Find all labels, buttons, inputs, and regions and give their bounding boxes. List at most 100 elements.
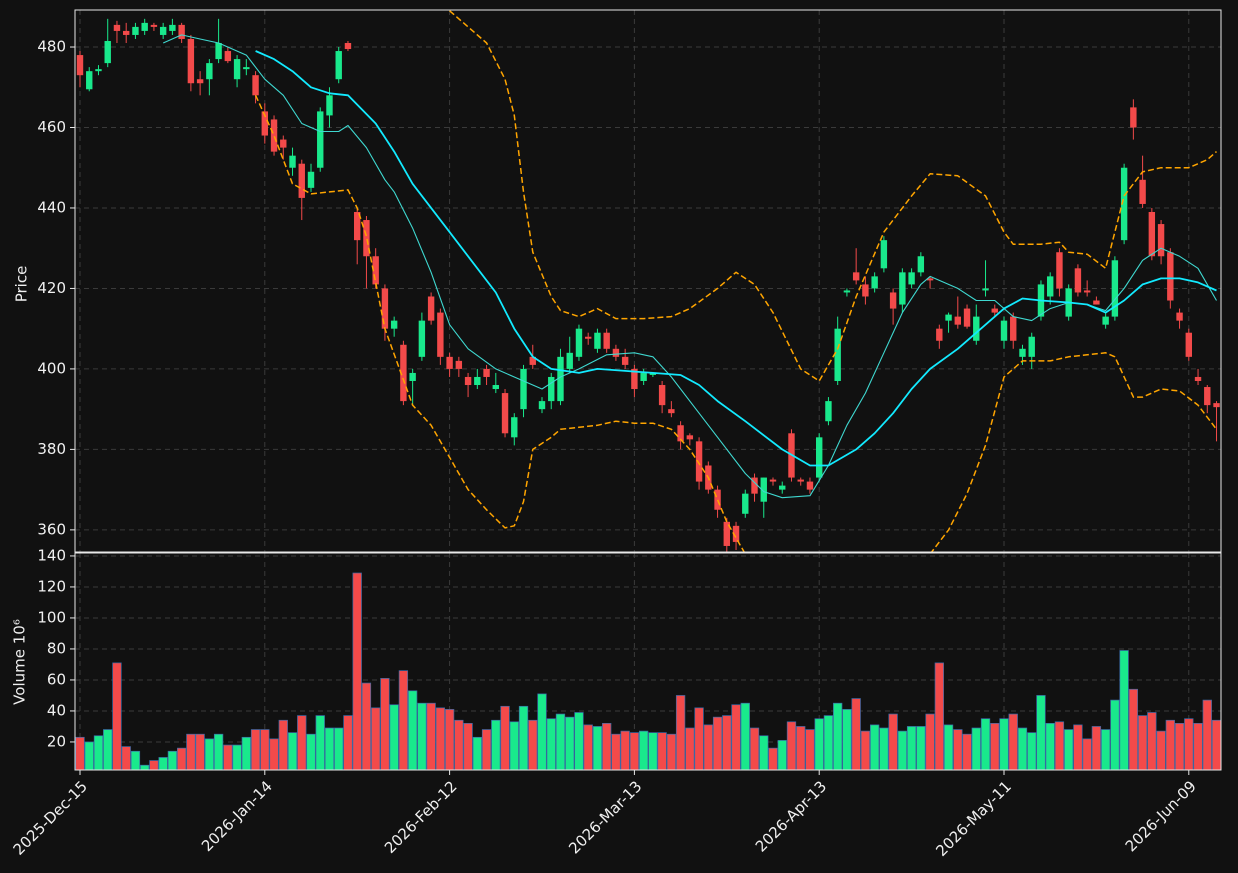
volume-bar xyxy=(860,730,871,770)
candle-body xyxy=(464,376,472,386)
candle-body xyxy=(880,240,888,269)
candle-body xyxy=(1111,260,1119,317)
candle-body xyxy=(575,328,583,357)
candle-body xyxy=(206,63,213,80)
volume-bar xyxy=(666,733,677,770)
candle-body xyxy=(335,51,342,80)
volume-bar xyxy=(1008,713,1018,770)
volume-bar xyxy=(130,750,141,770)
y-tick-label: 460 xyxy=(37,118,66,136)
candle-body xyxy=(1194,376,1202,381)
volume-bar xyxy=(315,715,325,770)
volume-bar xyxy=(990,722,1000,770)
candle-body xyxy=(86,71,93,90)
volume-bar xyxy=(953,729,963,770)
volume-bar xyxy=(574,712,584,770)
candle-body xyxy=(252,75,259,96)
candle-body xyxy=(1185,332,1192,357)
volume-bar xyxy=(500,705,510,770)
volume-bar xyxy=(204,738,215,770)
volume-bar xyxy=(1091,726,1102,770)
candle-body xyxy=(511,417,518,438)
candle-body xyxy=(816,437,823,478)
volume-bar xyxy=(703,724,713,770)
volume-bar xyxy=(537,693,547,770)
volume-bar xyxy=(685,727,695,770)
volume-bar xyxy=(823,715,834,770)
volume-bar xyxy=(287,732,298,770)
candle-body xyxy=(1176,312,1183,321)
candle-body xyxy=(474,376,481,386)
candle-body xyxy=(751,477,758,494)
candle-body xyxy=(520,368,527,410)
volume-bar xyxy=(1184,718,1194,770)
candle-body xyxy=(723,521,730,546)
candle-body xyxy=(631,368,638,390)
volume-axis-label: Volume 10⁶ xyxy=(11,619,29,705)
candle-body xyxy=(557,356,564,402)
candle-body xyxy=(982,288,989,291)
volume-bar xyxy=(620,730,630,770)
candle-body xyxy=(1047,276,1054,297)
overlay-line xyxy=(255,50,1217,467)
candle-body xyxy=(446,356,453,369)
volume-bar xyxy=(260,729,270,770)
candle-body xyxy=(1148,211,1156,257)
volume-bar xyxy=(648,732,658,770)
volume-bar xyxy=(943,724,954,770)
candle-body xyxy=(298,163,305,198)
volume-bar xyxy=(250,729,261,770)
volume-bar xyxy=(565,716,575,770)
candle-body xyxy=(307,171,315,188)
volume-bar xyxy=(426,702,436,770)
volume-bar xyxy=(518,705,529,770)
volume-bar xyxy=(380,678,390,770)
volume-bar xyxy=(1119,650,1129,770)
candle-body xyxy=(492,385,499,390)
candle-body xyxy=(344,42,352,50)
candle-body xyxy=(1000,320,1008,341)
candle-body xyxy=(548,376,555,402)
volume-bar xyxy=(491,719,501,770)
volume-bar xyxy=(472,736,482,770)
volume-bar xyxy=(934,662,944,770)
volume-bar xyxy=(814,718,824,770)
volume-bar xyxy=(722,715,732,770)
volume-bar xyxy=(444,709,455,770)
candle-body xyxy=(289,155,296,168)
volume-bar xyxy=(638,730,649,770)
volume-bar xyxy=(962,733,972,770)
candle-body xyxy=(1010,316,1017,341)
volume-bar xyxy=(897,730,908,770)
candle-body xyxy=(566,352,573,369)
volume-bar xyxy=(546,718,556,770)
volume-bar xyxy=(796,726,806,770)
volume-bar xyxy=(352,572,362,770)
candle-body xyxy=(187,38,195,84)
candle-body xyxy=(150,24,158,27)
volume-bar xyxy=(1211,719,1221,770)
candle-body xyxy=(132,26,139,35)
candle-body xyxy=(899,272,906,305)
candle-body xyxy=(159,26,167,35)
candle-body xyxy=(769,479,777,482)
volume-bar xyxy=(324,727,335,770)
volume-bar xyxy=(842,709,852,770)
volume-bar xyxy=(1202,699,1212,770)
volume-bar xyxy=(269,738,279,770)
volume-bar xyxy=(971,727,981,770)
candle-body xyxy=(686,435,694,440)
volume-bar xyxy=(93,735,104,770)
candle-body xyxy=(585,336,592,339)
volume-bar xyxy=(1110,699,1120,770)
candle-body xyxy=(1139,179,1146,204)
candle-body xyxy=(501,393,509,434)
candle-body xyxy=(363,220,370,257)
volume-bar xyxy=(454,719,464,770)
y-tick-label: 140 xyxy=(37,546,66,564)
volume-bar xyxy=(121,746,131,770)
candle-body xyxy=(123,30,130,35)
candle-body xyxy=(760,477,767,502)
volume-bar xyxy=(869,724,880,770)
